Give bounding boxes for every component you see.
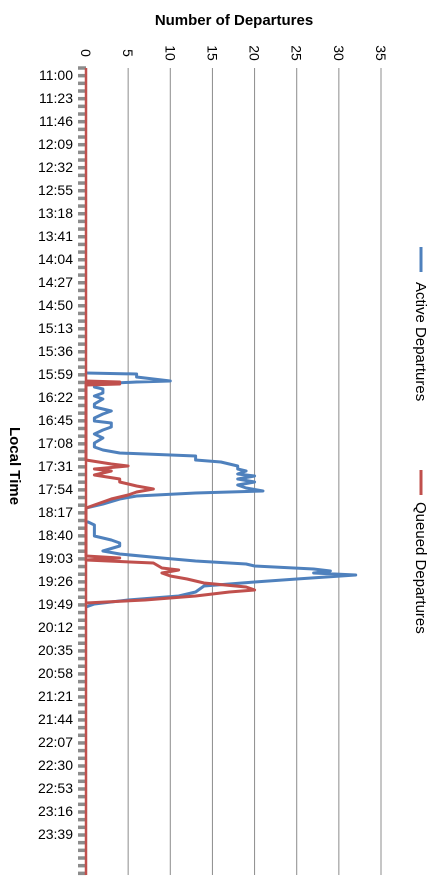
- time-tick-label: 17:08: [38, 435, 73, 451]
- value-tick-label: 5: [120, 49, 136, 57]
- time-tick-label: 20:12: [38, 619, 73, 635]
- time-tick-label: 22:30: [38, 757, 73, 773]
- legend-label-queued-departures: Queued Departures: [412, 502, 429, 634]
- time-tick-label: 15:59: [38, 366, 73, 382]
- value-axis-ticks: 0 5 10 15 20 25 30 35: [78, 45, 389, 61]
- time-tick-label: 22:07: [38, 734, 73, 750]
- time-tick-label: 13:41: [38, 228, 73, 244]
- legend-label-active-departures: Active Departures: [412, 282, 429, 401]
- value-tick-label: 30: [331, 45, 347, 61]
- value-tick-label: 20: [247, 45, 263, 61]
- time-tick-label: 11:00: [39, 67, 73, 83]
- time-tick-label: 18:40: [38, 527, 73, 543]
- time-tick-label: 18:17: [38, 504, 73, 520]
- time-tick-label: 19:26: [38, 573, 73, 589]
- time-tick-label: 23:16: [38, 803, 73, 819]
- value-axis-title: Number of Departures: [155, 12, 313, 29]
- value-tick-label: 25: [289, 45, 305, 61]
- time-tick-label: 12:55: [38, 182, 73, 198]
- time-tick-label: 23:39: [38, 826, 73, 842]
- time-tick-label: 15:13: [38, 320, 73, 336]
- time-tick-label: 17:31: [38, 458, 73, 474]
- series-line-active-departures: [84, 371, 358, 609]
- series-line-queued-departures: [84, 379, 257, 605]
- time-tick-label: 17:54: [38, 481, 73, 497]
- time-tick-label: 22:53: [38, 780, 73, 796]
- time-tick-label: 14:50: [38, 297, 73, 313]
- time-tick-label: 12:32: [38, 159, 73, 175]
- time-tick-label: 16:22: [38, 389, 73, 405]
- time-tick-label: 11:46: [39, 113, 73, 129]
- value-tick-label: 0: [78, 49, 94, 57]
- time-tick-label: 14:27: [38, 274, 73, 290]
- time-tick-label: 15:36: [38, 343, 73, 359]
- series-lines: [84, 371, 358, 609]
- time-tick-label: 12:09: [38, 136, 73, 152]
- value-tick-label: 10: [162, 45, 178, 61]
- time-tick-label: 20:58: [38, 665, 73, 681]
- time-tick-label: 16:45: [38, 412, 73, 428]
- time-tick-label: 20:35: [38, 642, 73, 658]
- time-tick-label: 21:44: [38, 711, 73, 727]
- time-tick-label: 21:21: [38, 688, 73, 704]
- time-tick-label: 13:18: [38, 205, 73, 221]
- value-tick-label: 35: [373, 45, 389, 61]
- time-tick-label: 11:23: [39, 90, 73, 106]
- time-tick-label: 19:03: [38, 550, 73, 566]
- value-tick-label: 15: [204, 45, 220, 61]
- time-tick-label: 19:49: [38, 596, 73, 612]
- legend: Active Departures Queued Departures: [412, 247, 429, 634]
- time-axis-title: Local Time: [6, 427, 23, 505]
- gridlines: [127, 68, 382, 875]
- time-tick-label: 14:04: [38, 251, 73, 267]
